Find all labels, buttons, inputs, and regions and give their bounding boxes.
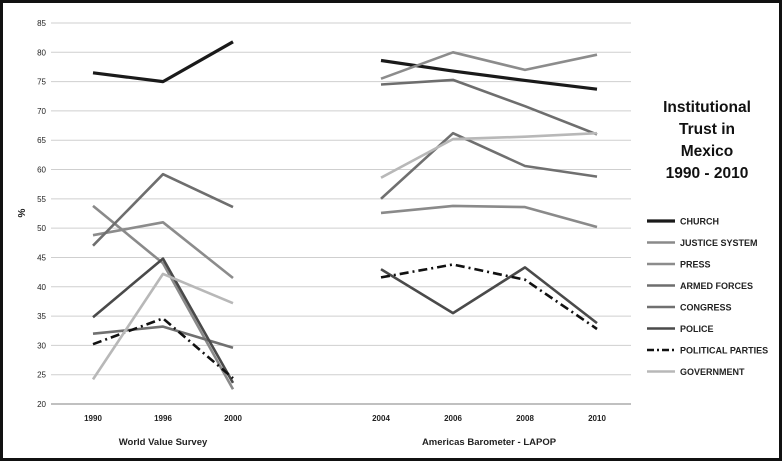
series-line-government (91, 272, 234, 381)
x-tick-label: 2010 (588, 414, 606, 423)
series-line-police (380, 266, 598, 325)
y-tick-label: 25 (37, 371, 46, 380)
series-line-justice-system (380, 204, 598, 229)
x-tick-label: 2004 (372, 414, 390, 423)
y-axis-label: % (17, 208, 28, 217)
chart-title-line: 1990 - 2010 (666, 165, 749, 182)
series-line-church (380, 58, 598, 91)
x-tick-label: 2008 (516, 414, 534, 423)
legend-label: POLICE (680, 324, 714, 334)
x-group-label: World Value Survey (119, 437, 208, 448)
chart-title-line: Trust in (679, 121, 735, 138)
y-tick-label: 50 (37, 224, 46, 233)
series-line-armed-forces (380, 78, 598, 136)
legend-label: CONGRESS (680, 303, 732, 313)
x-tick-label: 2006 (444, 414, 462, 423)
chart-title-line: Mexico (681, 143, 734, 160)
y-tick-label: 35 (37, 312, 46, 321)
legend-label: CHURCH (680, 217, 719, 227)
y-axis-ticks: 20 25 30 35 40 45 50 55 60 65 70 75 80 85 (37, 19, 46, 409)
x-tick-label: 2000 (224, 414, 242, 423)
series-line-congress (380, 131, 598, 200)
series-lines (91, 40, 598, 390)
legend: CHURCH JUSTICE SYSTEM PRESS ARMED FORCES CON… (647, 217, 768, 377)
y-tick-label: 80 (37, 48, 46, 57)
gridlines (51, 22, 631, 405)
chart-title: Institutional Trust in Mexico 1990 - 2010 (663, 99, 751, 182)
chart-title-line: Institutional (663, 99, 751, 116)
y-tick-label: 30 (37, 341, 46, 350)
legend-label: POLITICAL PARTIES (680, 346, 768, 356)
legend-label: PRESS (680, 260, 711, 270)
y-tick-label: 75 (37, 78, 46, 87)
y-tick-label: 70 (37, 107, 46, 116)
x-tick-label: 1990 (84, 414, 102, 423)
y-tick-label: 60 (37, 166, 46, 175)
series-line-press (380, 50, 598, 80)
institutional-trust-chart: 20 25 30 35 40 45 50 55 60 65 70 75 80 85 % 1990 1996 2… (17, 19, 768, 448)
series-line-armed-forces (92, 172, 234, 247)
y-tick-label: 55 (37, 195, 46, 204)
series-line-press (92, 221, 234, 280)
x-tick-label: 1996 (154, 414, 172, 423)
series-line-police (92, 257, 235, 384)
x-group-labels: World Value Survey Americas Barometer - L… (119, 437, 557, 448)
legend-label: ARMED FORCES (680, 281, 753, 291)
y-tick-label: 45 (37, 253, 46, 262)
y-tick-label: 85 (37, 19, 46, 28)
series-line-political-parties (380, 263, 598, 331)
legend-label: GOVERNMENT (680, 367, 745, 377)
x-axis-ticks: 1990 1996 2000 2004 2006 2008 2010 (84, 414, 606, 423)
series-line-church (92, 40, 234, 84)
series-line-government (380, 131, 598, 179)
y-tick-label: 20 (37, 400, 46, 409)
y-tick-label: 65 (37, 136, 46, 145)
x-group-label: Americas Barometer - LAPOP (422, 437, 557, 448)
legend-label: JUSTICE SYSTEM (680, 238, 758, 248)
series-line-political-parties (92, 317, 234, 380)
series-line-justice-system (92, 204, 235, 390)
y-tick-label: 40 (37, 283, 46, 292)
